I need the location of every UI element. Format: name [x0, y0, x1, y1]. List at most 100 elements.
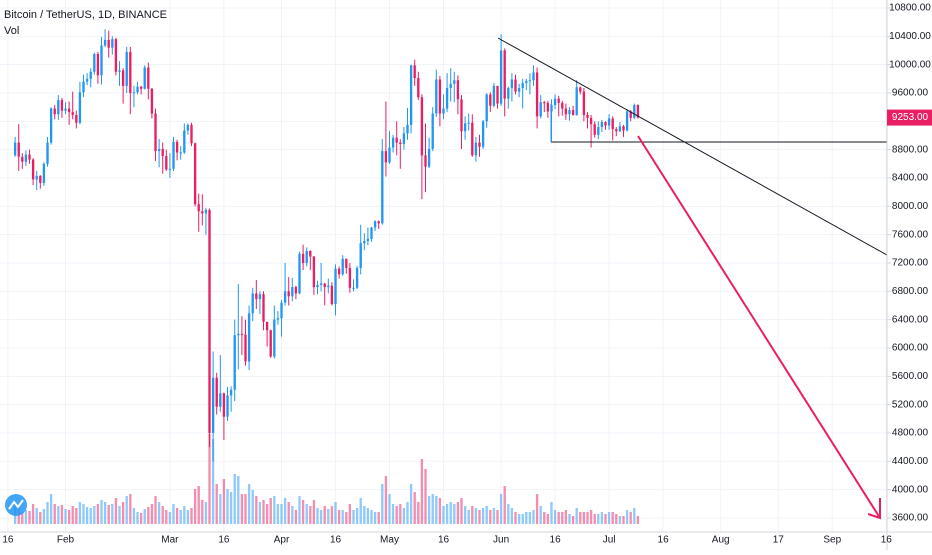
candle-body	[193, 143, 197, 205]
volume-bar	[136, 512, 139, 524]
x-tick-label: May	[380, 535, 399, 546]
candle-body	[247, 313, 251, 362]
x-tick-label: Jul	[603, 535, 616, 546]
candle-body	[129, 51, 132, 93]
y-tick-label: 8800.00	[892, 144, 929, 155]
candle-body	[197, 204, 200, 212]
volume-bar	[568, 514, 571, 524]
volume-bar	[553, 510, 557, 524]
candle-body	[453, 80, 456, 84]
volume-bar	[435, 496, 438, 524]
volume-bar	[507, 504, 510, 524]
candle-body	[85, 78, 89, 82]
candle-body	[373, 221, 377, 228]
candle-body	[334, 268, 337, 305]
volume-bar	[258, 502, 262, 524]
candle-body	[388, 147, 391, 163]
volume-bar	[330, 506, 334, 524]
candle-body	[316, 284, 319, 288]
candle-body	[150, 88, 154, 114]
candle-body	[510, 79, 514, 89]
y-tick-label: 9600.00	[892, 88, 929, 99]
volume-bar	[193, 489, 197, 524]
volume-bar	[125, 496, 128, 524]
candle-body	[492, 85, 496, 106]
candle-body	[435, 79, 438, 114]
volume-bar	[348, 504, 352, 524]
volume-bar	[233, 474, 236, 524]
volume-bar	[211, 439, 215, 524]
volume-bar	[474, 508, 478, 524]
volume-bar	[46, 502, 49, 524]
volume-bar	[201, 500, 204, 524]
candle-body	[46, 142, 49, 164]
candle-body	[265, 321, 269, 331]
chart-title: Bitcoin / TetherUS, 1D, BINANCE	[4, 9, 167, 21]
candle-body	[93, 54, 96, 72]
candle-body	[323, 283, 326, 288]
volume-bar	[381, 484, 384, 524]
candle-body	[57, 100, 60, 115]
candle-body	[409, 65, 413, 125]
volume-bar	[373, 512, 377, 524]
volume-bar	[633, 508, 636, 524]
y-tick-label: 4800.00	[892, 428, 929, 439]
volume-bar	[532, 510, 535, 524]
volume-bar	[593, 514, 596, 524]
y-tick-label: 8000.00	[892, 201, 929, 212]
volume-bar	[460, 498, 463, 524]
candle-body	[226, 395, 229, 417]
candle-body	[427, 148, 431, 167]
candle-body	[586, 114, 589, 118]
candle-body	[201, 211, 204, 214]
candle-body	[496, 85, 499, 104]
candle-body	[337, 268, 341, 275]
candle-body	[399, 142, 402, 144]
volume-bar	[582, 512, 586, 524]
candle-body	[517, 88, 521, 92]
candle-body	[49, 108, 53, 143]
volume-bar	[150, 504, 154, 524]
y-tick-label: 6800.00	[892, 286, 929, 297]
candle-body	[424, 155, 427, 167]
candle-body	[352, 287, 355, 289]
candle-body	[348, 267, 352, 288]
candle-body	[604, 122, 607, 126]
candle-body	[255, 293, 258, 300]
volume-bar	[251, 490, 254, 524]
candle-body	[600, 122, 604, 127]
volume-bar	[550, 502, 553, 524]
volume-bar	[186, 510, 190, 524]
volume-bar	[114, 498, 118, 524]
candle-body	[291, 287, 294, 297]
volume-bar	[96, 504, 100, 524]
candle-body	[345, 258, 348, 268]
candle-body	[64, 108, 67, 111]
candle-body	[17, 142, 20, 157]
candle-body	[157, 148, 161, 152]
candle-body	[204, 209, 208, 214]
volume-bar	[132, 508, 136, 524]
candle-body	[521, 83, 524, 89]
volume-bar	[557, 512, 560, 524]
volume-bar	[287, 502, 290, 524]
candle-body	[499, 50, 503, 104]
x-tick-label: Apr	[274, 535, 290, 546]
candle-body	[478, 142, 481, 147]
candle-body	[370, 227, 373, 239]
candle-body	[381, 151, 384, 224]
volume-bar	[571, 516, 575, 524]
volume-bar	[561, 512, 564, 524]
candle-body	[78, 92, 82, 123]
volume-bar	[269, 498, 272, 524]
volume-bar	[262, 500, 265, 524]
candle-body	[503, 50, 506, 99]
volume-bar	[107, 505, 110, 524]
volume-bar	[525, 512, 528, 524]
candle-body	[208, 209, 211, 433]
candle-body	[406, 124, 409, 134]
volume-bar	[629, 512, 632, 524]
candle-body	[35, 175, 38, 180]
volume-bar	[453, 504, 456, 524]
